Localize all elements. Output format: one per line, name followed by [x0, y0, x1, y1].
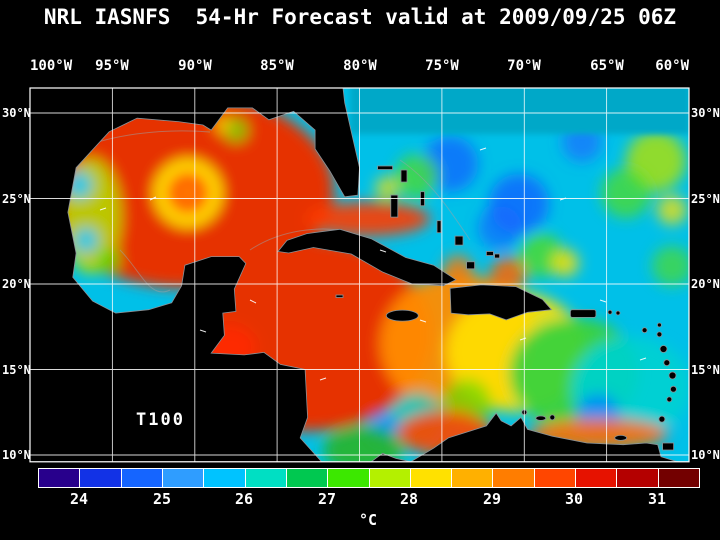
colorbar-segment [493, 469, 535, 487]
colorbar [38, 468, 700, 488]
lat-tick-label: 15°N [691, 362, 720, 377]
colorbar-unit-label: °C [358, 511, 378, 529]
colorbar-segment [534, 469, 577, 487]
colorbar-segment [286, 469, 329, 487]
lat-tick-label: 20°N [2, 277, 31, 291]
colorbar-segment [410, 469, 453, 487]
lat-tick-label: 15°N [2, 362, 31, 377]
colorbar-segment [204, 469, 246, 487]
lat-tick-label: 25°N [691, 191, 720, 206]
lon-tick-label: 90°W [178, 58, 212, 74]
lat-tick-label: 30°N [691, 106, 720, 120]
lon-tick-label: 80°W [343, 58, 377, 74]
lon-tick-label: 95°W [95, 58, 129, 74]
lon-tick-label: 65°W [590, 58, 624, 74]
colorbar-tick-label: 26 [234, 490, 254, 508]
grid-layer [30, 88, 689, 462]
current-arrows [99, 147, 647, 381]
model-boundary-region [350, 88, 689, 134]
colorbar-tick-label: 29 [482, 490, 502, 508]
lat-tick-label: 20°N [691, 277, 720, 291]
lat-tick-label: 10°N [2, 448, 31, 462]
colorbar-segment [39, 469, 81, 487]
colorbar-tick-label: 27 [317, 490, 337, 508]
colorbar-segment [452, 469, 494, 487]
colorbar-segment [576, 469, 618, 487]
colorbar-segment [369, 469, 411, 487]
field-annotation: T100 [136, 410, 185, 430]
lat-tick-label: 25°N [2, 191, 31, 206]
colorbar-segment [328, 469, 370, 487]
colorbar-tick-label: 31 [647, 490, 667, 508]
colorbar-segment [121, 469, 163, 487]
lon-tick-label: 85°W [260, 58, 294, 74]
lat-tick-label: 10°N [691, 448, 720, 462]
colorbar-tick-label: 24 [69, 490, 89, 508]
lon-tick-label: 100°W [30, 58, 73, 74]
lat-tick-label: 30°N [2, 106, 31, 120]
colorbar-segment [617, 469, 659, 487]
colorbar-tick-label: 28 [399, 490, 419, 508]
colorbar-segment [80, 469, 122, 487]
lon-tick-label: 70°W [507, 58, 541, 74]
colorbar-segment [245, 469, 287, 487]
map-border [29, 87, 690, 463]
colorbar-tick-label: 30 [564, 490, 584, 508]
lon-tick-label: 75°W [425, 58, 459, 74]
colorbar-tick-label: 25 [152, 490, 172, 508]
colorbar-segment [658, 469, 699, 487]
page-title: NRL IASNFS 54-Hr Forecast valid at 2009/… [43, 5, 677, 29]
lon-tick-label: 60°W [655, 58, 689, 74]
colorbar-segment [162, 469, 205, 487]
